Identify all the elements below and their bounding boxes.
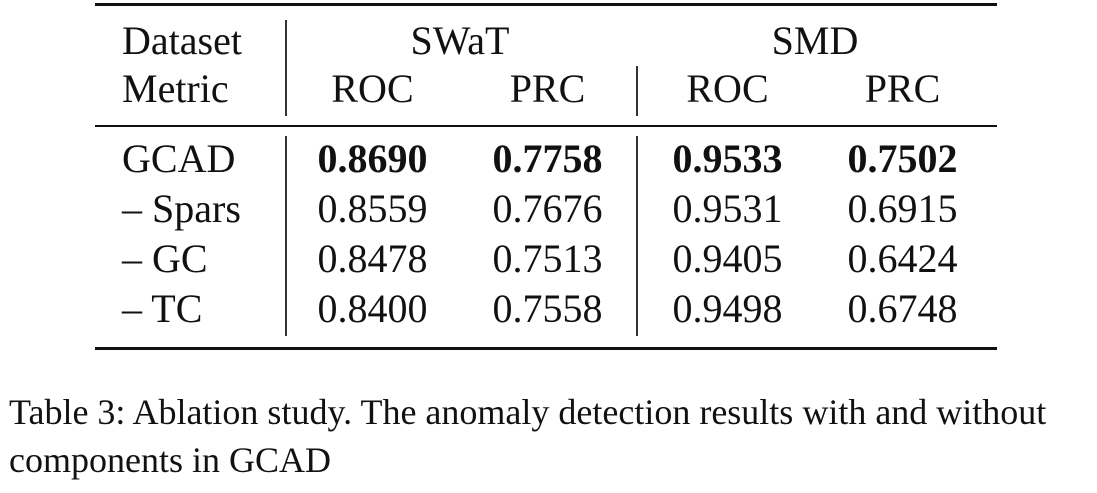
header-divider-left	[285, 20, 287, 116]
cell-gcad-smd-prc: 0.7502	[847, 136, 958, 181]
cell-gcad-swat-roc: 0.8690	[317, 136, 428, 181]
metric-header-smd-prc: PRC	[864, 66, 941, 111]
cell-tc-swat-prc: 0.7558	[492, 286, 603, 331]
group-header-swat: SWaT	[410, 18, 510, 63]
cell-spars-swat-roc: 0.8559	[317, 186, 428, 231]
cell-gcad-smd-roc: 0.9533	[672, 136, 783, 181]
cell-gc-swat-prc: 0.7513	[492, 236, 603, 281]
mid-rule	[95, 125, 997, 127]
row-label-gcad: GCAD	[122, 136, 236, 181]
cell-gc-smd-roc: 0.9405	[672, 236, 783, 281]
metric-header-swat-prc: PRC	[509, 66, 586, 111]
metric-header-swat-roc: ROC	[331, 66, 414, 111]
metric-header-smd-roc: ROC	[686, 66, 769, 111]
cell-tc-swat-roc: 0.8400	[317, 286, 428, 331]
group-header-smd: SMD	[771, 18, 859, 63]
cell-gcad-swat-prc: 0.7758	[492, 136, 603, 181]
cell-spars-smd-roc: 0.9531	[672, 186, 783, 231]
row-label-spars: – Spars	[122, 186, 241, 231]
cell-spars-swat-prc: 0.7676	[492, 186, 603, 231]
dataset-header: Dataset	[122, 18, 242, 63]
cell-spars-smd-prc: 0.6915	[847, 186, 958, 231]
row-label-tc: – TC	[122, 286, 203, 331]
cell-gc-swat-roc: 0.8478	[317, 236, 428, 281]
top-rule	[95, 3, 997, 6]
bottom-rule	[95, 347, 997, 350]
cell-tc-smd-roc: 0.9498	[672, 286, 783, 331]
row-label-gc: – GC	[122, 236, 208, 281]
header-divider-right	[636, 66, 638, 116]
cell-gc-smd-prc: 0.6424	[847, 236, 958, 281]
body-divider-left	[285, 136, 287, 336]
cell-tc-smd-prc: 0.6748	[847, 286, 958, 331]
body-divider-right	[636, 136, 638, 336]
table-caption: Table 3: Ablation study. The anomaly det…	[9, 392, 1047, 480]
metric-header: Metric	[122, 66, 229, 111]
